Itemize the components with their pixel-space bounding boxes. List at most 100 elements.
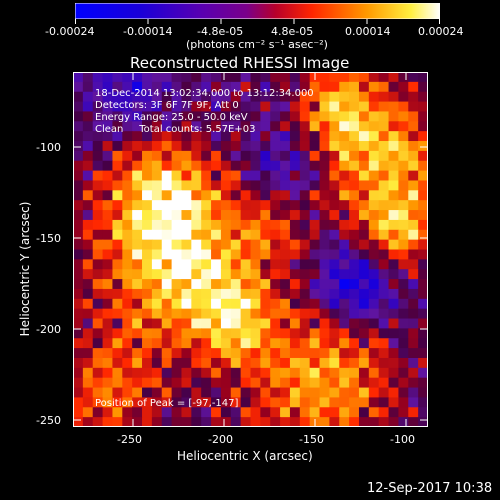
image-pixel bbox=[102, 328, 114, 339]
image-pixel bbox=[122, 150, 133, 162]
image-pixel bbox=[270, 229, 281, 241]
image-pixel bbox=[408, 318, 419, 329]
image-pixel bbox=[368, 259, 380, 270]
image-pixel bbox=[408, 348, 419, 359]
image-pixel bbox=[201, 180, 212, 191]
image-pixel bbox=[299, 249, 311, 260]
image-pixel bbox=[92, 417, 104, 427]
image-pixel bbox=[240, 101, 252, 113]
image-pixel bbox=[102, 200, 114, 211]
image-pixel bbox=[339, 170, 350, 182]
image-pixel bbox=[112, 210, 123, 221]
image-pixel bbox=[408, 131, 419, 142]
image-pixel bbox=[73, 279, 84, 290]
image-pixel bbox=[339, 91, 350, 103]
image-pixel bbox=[181, 160, 192, 172]
image-pixel bbox=[161, 348, 173, 359]
image-pixel bbox=[142, 259, 153, 270]
image-pixel bbox=[280, 111, 291, 122]
image-pixel bbox=[339, 200, 350, 211]
image-pixel bbox=[181, 357, 192, 369]
image-pixel bbox=[161, 367, 173, 379]
image-pixel bbox=[181, 180, 192, 191]
image-pixel bbox=[378, 210, 390, 221]
image-pixel bbox=[122, 269, 133, 280]
image-pixel bbox=[299, 210, 311, 221]
image-pixel bbox=[349, 200, 360, 211]
image-pixel bbox=[92, 357, 104, 369]
image-pixel bbox=[319, 318, 330, 329]
image-pixel bbox=[171, 318, 183, 329]
image-pixel bbox=[171, 141, 183, 152]
image-pixel bbox=[329, 72, 340, 83]
image-pixel bbox=[378, 279, 390, 290]
image-pixel bbox=[388, 190, 400, 201]
image-pixel bbox=[289, 141, 301, 152]
image-pixel bbox=[132, 279, 143, 290]
image-pixel bbox=[378, 397, 390, 408]
image-pixel bbox=[240, 407, 252, 418]
image-pixel bbox=[388, 200, 400, 211]
image-pixel bbox=[240, 81, 252, 93]
image-pixel bbox=[132, 170, 143, 182]
image-pixel bbox=[358, 249, 370, 260]
image-pixel bbox=[122, 111, 133, 122]
image-pixel bbox=[368, 318, 380, 329]
image-pixel bbox=[240, 180, 252, 191]
image-pixel bbox=[92, 298, 104, 310]
image-pixel bbox=[368, 141, 380, 152]
image-pixel bbox=[398, 141, 409, 152]
image-pixel bbox=[299, 279, 311, 290]
image-pixel bbox=[349, 141, 360, 152]
image-pixel bbox=[201, 81, 212, 93]
image-pixel bbox=[418, 407, 428, 418]
image-pixel bbox=[289, 180, 301, 191]
image-pixel bbox=[181, 417, 192, 427]
image-pixel bbox=[82, 141, 94, 152]
image-pixel bbox=[388, 141, 400, 152]
image-pixel bbox=[220, 279, 232, 290]
image-pixel bbox=[82, 318, 94, 329]
image-pixel bbox=[280, 121, 291, 132]
image-pixel bbox=[408, 298, 419, 310]
image-pixel bbox=[211, 249, 222, 260]
image-pixel bbox=[329, 150, 340, 162]
image-pixel bbox=[398, 288, 409, 300]
image-pixel bbox=[398, 338, 409, 349]
image-pixel bbox=[171, 328, 183, 339]
image-pixel bbox=[319, 131, 330, 142]
image-pixel bbox=[102, 348, 114, 359]
image-pixel bbox=[92, 72, 104, 83]
image-pixel bbox=[349, 397, 360, 408]
image-pixel bbox=[102, 269, 114, 280]
image-pixel bbox=[398, 377, 409, 389]
image-pixel bbox=[319, 407, 330, 418]
image-pixel bbox=[260, 397, 271, 408]
image-pixel bbox=[309, 377, 321, 389]
image-pixel bbox=[132, 101, 143, 113]
image-pixel bbox=[73, 318, 84, 329]
image-pixel bbox=[398, 357, 409, 369]
image-pixel bbox=[132, 131, 143, 142]
image-pixel bbox=[368, 387, 380, 399]
image-pixel bbox=[220, 91, 232, 103]
image-pixel bbox=[122, 101, 133, 113]
image-pixel bbox=[73, 397, 84, 408]
image-pixel bbox=[161, 288, 173, 300]
image-pixel bbox=[132, 229, 143, 241]
image-pixel bbox=[339, 121, 350, 132]
image-pixel bbox=[289, 318, 301, 329]
image-pixel bbox=[280, 279, 291, 290]
image-pixel bbox=[171, 259, 183, 270]
image-pixel bbox=[201, 377, 212, 389]
image-pixel bbox=[398, 239, 409, 251]
image-pixel bbox=[240, 131, 252, 142]
image-pixel bbox=[73, 121, 84, 132]
image-pixel bbox=[151, 150, 163, 162]
image-pixel bbox=[358, 288, 370, 300]
image-pixel bbox=[280, 210, 291, 221]
image-pixel bbox=[211, 141, 222, 152]
image-pixel bbox=[319, 170, 330, 182]
image-pixel bbox=[220, 367, 232, 379]
image-pixel bbox=[220, 269, 232, 280]
